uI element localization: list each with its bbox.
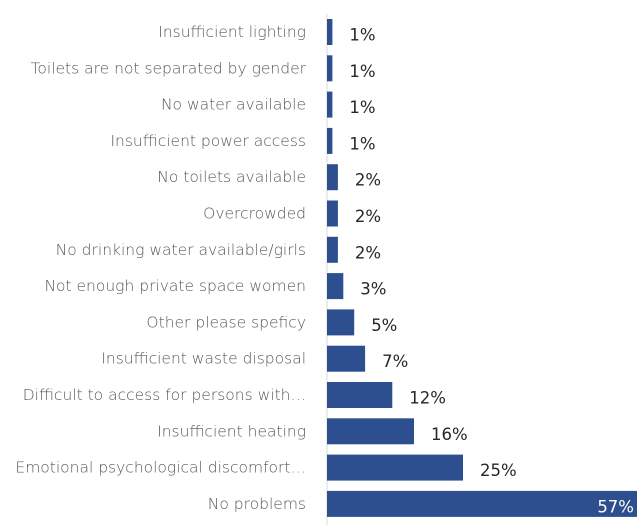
category-label: Insufficient heating xyxy=(157,422,306,440)
bar xyxy=(327,127,333,154)
category-label: Overcrowded xyxy=(203,205,306,223)
category-label: Other please speficy xyxy=(146,313,306,331)
bar xyxy=(327,454,463,481)
value-label: 16% xyxy=(431,425,468,444)
value-label: 2% xyxy=(355,207,381,226)
category-label: No drinking water available/girls xyxy=(56,241,306,259)
bar xyxy=(327,345,366,372)
value-label: 1% xyxy=(349,98,375,117)
value-label: 12% xyxy=(409,389,446,408)
category-label: Difficult to access for persons with… xyxy=(23,386,306,404)
bar xyxy=(327,55,333,82)
value-label: 7% xyxy=(382,352,408,371)
value-labels-group: 1% 1% 1% 1% 2% 2% 2% 3% 5% 7%12% 16% 25% 57% xyxy=(349,26,634,517)
category-label: Insufficient power access xyxy=(110,132,306,150)
bar xyxy=(327,273,344,300)
bar xyxy=(327,200,338,227)
value-label: 1% xyxy=(349,62,375,81)
category-label: No problems xyxy=(208,495,306,513)
category-label: Insufficient lighting xyxy=(158,23,306,41)
bar xyxy=(327,382,393,408)
bar xyxy=(327,309,355,336)
category-label: No water available xyxy=(161,96,306,114)
value-label: 1% xyxy=(349,134,375,153)
bar xyxy=(327,236,338,263)
value-label: 2% xyxy=(355,243,381,262)
category-labels-group: Insufficient lighting Toilets are not sep… xyxy=(15,23,306,513)
category-label: Not enough private space women xyxy=(44,277,306,295)
bar xyxy=(327,91,333,118)
value-label: 3% xyxy=(360,280,386,299)
value-label: 57% xyxy=(597,497,634,516)
category-label: Emotional psychological discomfort… xyxy=(15,459,306,477)
bar xyxy=(327,164,338,191)
value-label: 1% xyxy=(349,26,375,45)
category-label: No toilets available xyxy=(157,168,306,186)
bar xyxy=(327,418,414,445)
value-label: 2% xyxy=(355,171,381,190)
category-label: Toilets are not separated by gender xyxy=(31,59,307,77)
bar xyxy=(327,490,637,517)
value-label: 25% xyxy=(480,461,517,480)
bars-group xyxy=(327,19,637,517)
bar xyxy=(327,19,333,45)
category-label: Insufficient waste disposal xyxy=(101,350,306,368)
value-label: 5% xyxy=(371,316,397,335)
